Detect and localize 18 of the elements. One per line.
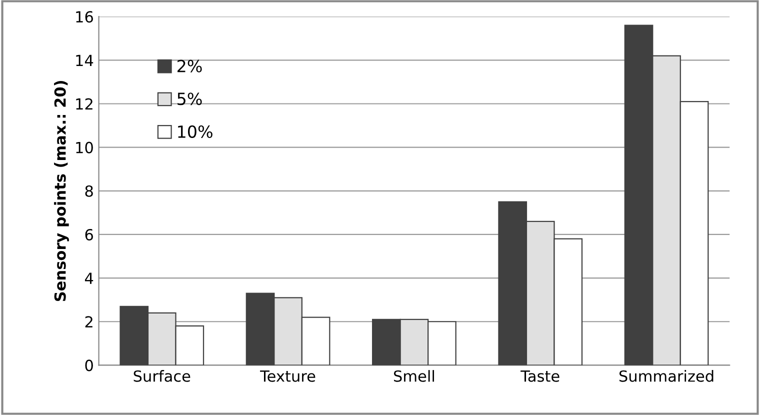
- x-tick-label: Summarized: [619, 370, 714, 382]
- y-axis-title: Sensory points (max.: 20): [54, 80, 69, 302]
- legend-label: 10%: [178, 125, 212, 138]
- legend-label: 5%: [178, 92, 202, 106]
- y-tick-label: 0: [85, 360, 93, 372]
- y-tick-label: 2: [85, 316, 92, 328]
- x-tick-label: Texture: [260, 370, 316, 382]
- legend-label: 2%: [178, 60, 202, 72]
- y-tick-label: 8: [85, 185, 93, 197]
- y-tick-label: 14: [76, 54, 94, 66]
- y-tick-label: 10: [76, 142, 93, 154]
- x-tick-label: Taste: [520, 370, 560, 382]
- y-tick-label: 12: [76, 98, 92, 110]
- x-tick-label: Smell: [394, 370, 434, 382]
- y-tick-label: 6: [85, 228, 93, 240]
- y-tick-label: 16: [76, 11, 93, 23]
- y-tick-label: 4: [84, 272, 94, 284]
- x-tick-label: Surface: [134, 370, 190, 382]
